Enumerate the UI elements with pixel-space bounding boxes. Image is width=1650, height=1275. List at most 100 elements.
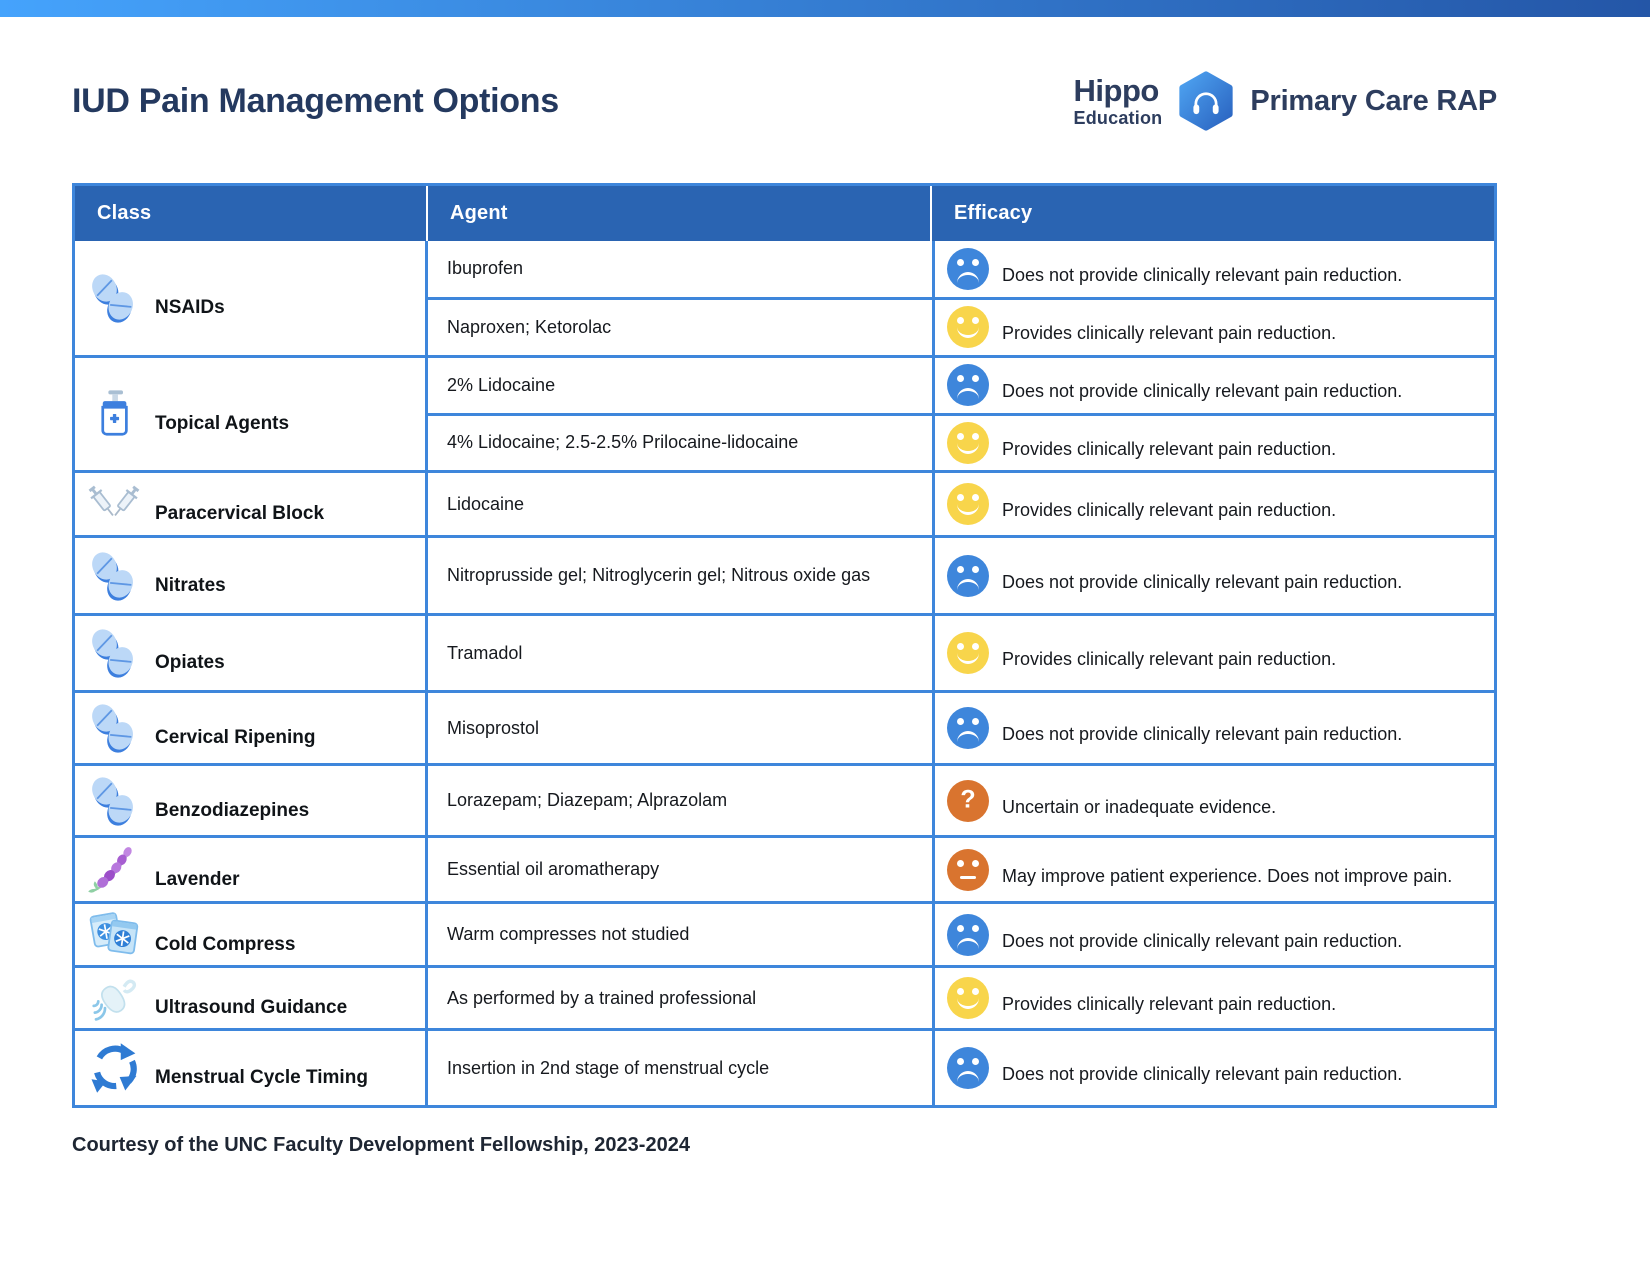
efficacy-text: Does not provide clinically relevant pai… <box>1002 381 1403 402</box>
efficacy-text: Provides clinically relevant pain reduct… <box>1002 323 1337 344</box>
efficacy-face-icon <box>947 247 989 290</box>
agent-cell: As performed by a trained professional <box>447 987 757 1008</box>
class-cell: Ultrasound Guidance <box>75 968 428 1028</box>
agent-cell: Lorazepam; Diazepam; Alprazolam <box>447 790 728 810</box>
product-name: Primary Care RAP <box>1250 84 1497 117</box>
class-cell: Topical Agents <box>75 358 428 470</box>
agent-entry: As performed by a trained professional P… <box>428 968 1494 1028</box>
efficacy-text: Provides clinically relevant pain reduct… <box>1002 500 1337 520</box>
efficacy-text: Does not provide clinically relevant pai… <box>1002 571 1403 592</box>
face-eyes <box>957 988 964 995</box>
class-label: Paracervical Block <box>155 503 325 524</box>
face-eyes <box>957 317 964 325</box>
efficacy-cell: May improve patient experience. Does not… <box>932 838 1494 901</box>
face-eyes <box>957 859 964 867</box>
efficacy-text: Does not provide clinically relevant pai… <box>1002 1064 1403 1084</box>
face-mouth <box>957 503 979 515</box>
agent-cell: 2% Lidocaine <box>447 374 556 395</box>
efficacy-text: Provides clinically relevant pain reduct… <box>1002 994 1337 1014</box>
efficacy-text: Does not provide clinically relevant pai… <box>1002 264 1403 285</box>
agent-cell: Ibuprofen <box>447 258 524 279</box>
efficacy-cell: Uncertain or inadequate evidence. <box>932 766 1494 835</box>
headphones-hexagon-icon <box>1179 71 1233 131</box>
class-cell: Menstrual Cycle Timing <box>75 1031 428 1105</box>
agent-entry: 4% Lidocaine; 2.5-2.5% Prilocaine-lidoca… <box>428 412 1494 470</box>
agent-entry: Essential oil aromatherapy May improve p… <box>428 838 1494 901</box>
efficacy-face-icon <box>947 707 989 749</box>
face-eyes <box>957 494 964 501</box>
face-eyes <box>957 375 964 383</box>
agent-entry: Naproxen; Ketorolac Provides clinically … <box>428 296 1494 355</box>
efficacy-face-icon <box>947 632 989 674</box>
pills-icon <box>87 271 141 325</box>
agent-entry: 2% Lidocaine Does not provide clinically… <box>428 358 1494 413</box>
efficacy-text: Does not provide clinically relevant pai… <box>1002 724 1403 744</box>
efficacy-cell: Provides clinically relevant pain reduct… <box>932 473 1494 535</box>
brand-name: Hippo <box>1073 73 1160 108</box>
class-cell: NSAIDs <box>75 241 428 355</box>
class-cell: Cold Compress <box>75 904 428 965</box>
agent-cell: Tramadol <box>447 642 523 663</box>
efficacy-face-icon <box>947 306 989 349</box>
class-cell: Cervical Ripening <box>75 693 428 763</box>
efficacy-cell: Provides clinically relevant pain reduct… <box>932 616 1494 690</box>
table-row: Ultrasound Guidance As performed by a tr… <box>75 968 1494 1031</box>
table-row: Paracervical Block Lidocaine Provides cl… <box>75 473 1494 538</box>
column-header-efficacy: Efficacy <box>954 202 1033 224</box>
table-row: Benzodiazepines Lorazepam; Diazepam; Alp… <box>75 766 1494 838</box>
agent-cell: Insertion in 2nd stage of menstrual cycl… <box>447 1057 770 1078</box>
face-eyes <box>957 258 964 266</box>
efficacy-text: Uncertain or inadequate evidence. <box>1002 796 1277 817</box>
face-mouth <box>957 326 979 339</box>
agent-entry: Lidocaine Provides clinically relevant p… <box>428 473 1494 535</box>
agent-cell: Misoprostol <box>447 717 540 738</box>
column-header-agent: Agent <box>428 186 932 241</box>
efficacy-cell: Provides clinically relevant pain reduct… <box>932 968 1494 1028</box>
efficacy-cell: Does not provide clinically relevant pai… <box>932 693 1494 763</box>
agent-entry: Lorazepam; Diazepam; Alprazolam Uncertai… <box>428 766 1494 835</box>
face-eyes <box>957 924 964 932</box>
class-cell: Opiates <box>75 616 428 690</box>
efficacy-cell: Does not provide clinically relevant pai… <box>932 241 1494 297</box>
class-cell: Lavender <box>75 838 428 901</box>
agent-entry: Warm compresses not studied Does not pro… <box>428 904 1494 965</box>
brand-subname: Education <box>1073 108 1163 128</box>
table-row: Nitrates Nitroprusside gel; Nitroglyceri… <box>75 538 1494 616</box>
pills-icon <box>87 701 141 755</box>
agent-entry: Nitroprusside gel; Nitroglycerin gel; Ni… <box>428 538 1494 613</box>
efficacy-face-icon <box>947 554 989 597</box>
efficacy-cell: Does not provide clinically relevant pai… <box>932 538 1494 613</box>
ice-pack-icon <box>87 908 141 962</box>
efficacy-face-icon <box>947 483 989 525</box>
efficacy-face-icon <box>947 913 989 956</box>
efficacy-cell: Does not provide clinically relevant pai… <box>932 358 1494 413</box>
table-row: Cold Compress Warm compresses not studie… <box>75 904 1494 968</box>
column-header-class: Class <box>75 186 428 241</box>
table-row: Opiates Tramadol Provides clinically rel… <box>75 616 1494 693</box>
agent-cell: Lidocaine <box>447 493 525 514</box>
class-label: Ultrasound Guidance <box>155 997 348 1018</box>
face-eyes <box>957 432 964 440</box>
table-row: Topical Agents 2% Lidocaine Does not pro… <box>75 358 1494 473</box>
class-cell: Nitrates <box>75 538 428 613</box>
table-row: Menstrual Cycle Timing Insertion in 2nd … <box>75 1031 1494 1105</box>
pills-icon <box>87 774 141 828</box>
agent-cell: Nitroprusside gel; Nitroglycerin gel; Ni… <box>447 565 871 585</box>
agent-cell: Essential oil aromatherapy <box>447 859 660 879</box>
efficacy-text: Provides clinically relevant pain reduct… <box>1002 438 1337 459</box>
efficacy-cell: Provides clinically relevant pain reduct… <box>932 415 1494 470</box>
efficacy-text: Does not provide clinically relevant pai… <box>1002 930 1403 951</box>
lavender-icon <box>87 843 141 897</box>
agent-cell: Warm compresses not studied <box>447 924 690 944</box>
ultrasound-probe-icon <box>87 971 141 1025</box>
efficacy-cell: Does not provide clinically relevant pai… <box>932 1031 1494 1105</box>
question-mark-icon <box>947 779 989 822</box>
class-label: NSAIDs <box>155 297 225 318</box>
pills-icon <box>87 549 141 603</box>
face-mouth <box>957 442 979 454</box>
class-label: Cold Compress <box>155 933 296 955</box>
agent-entry: Insertion in 2nd stage of menstrual cycl… <box>428 1031 1494 1105</box>
efficacy-face-icon <box>947 364 989 407</box>
cycle-arrows-icon <box>87 1041 141 1095</box>
pump-bottle-icon <box>87 387 141 441</box>
